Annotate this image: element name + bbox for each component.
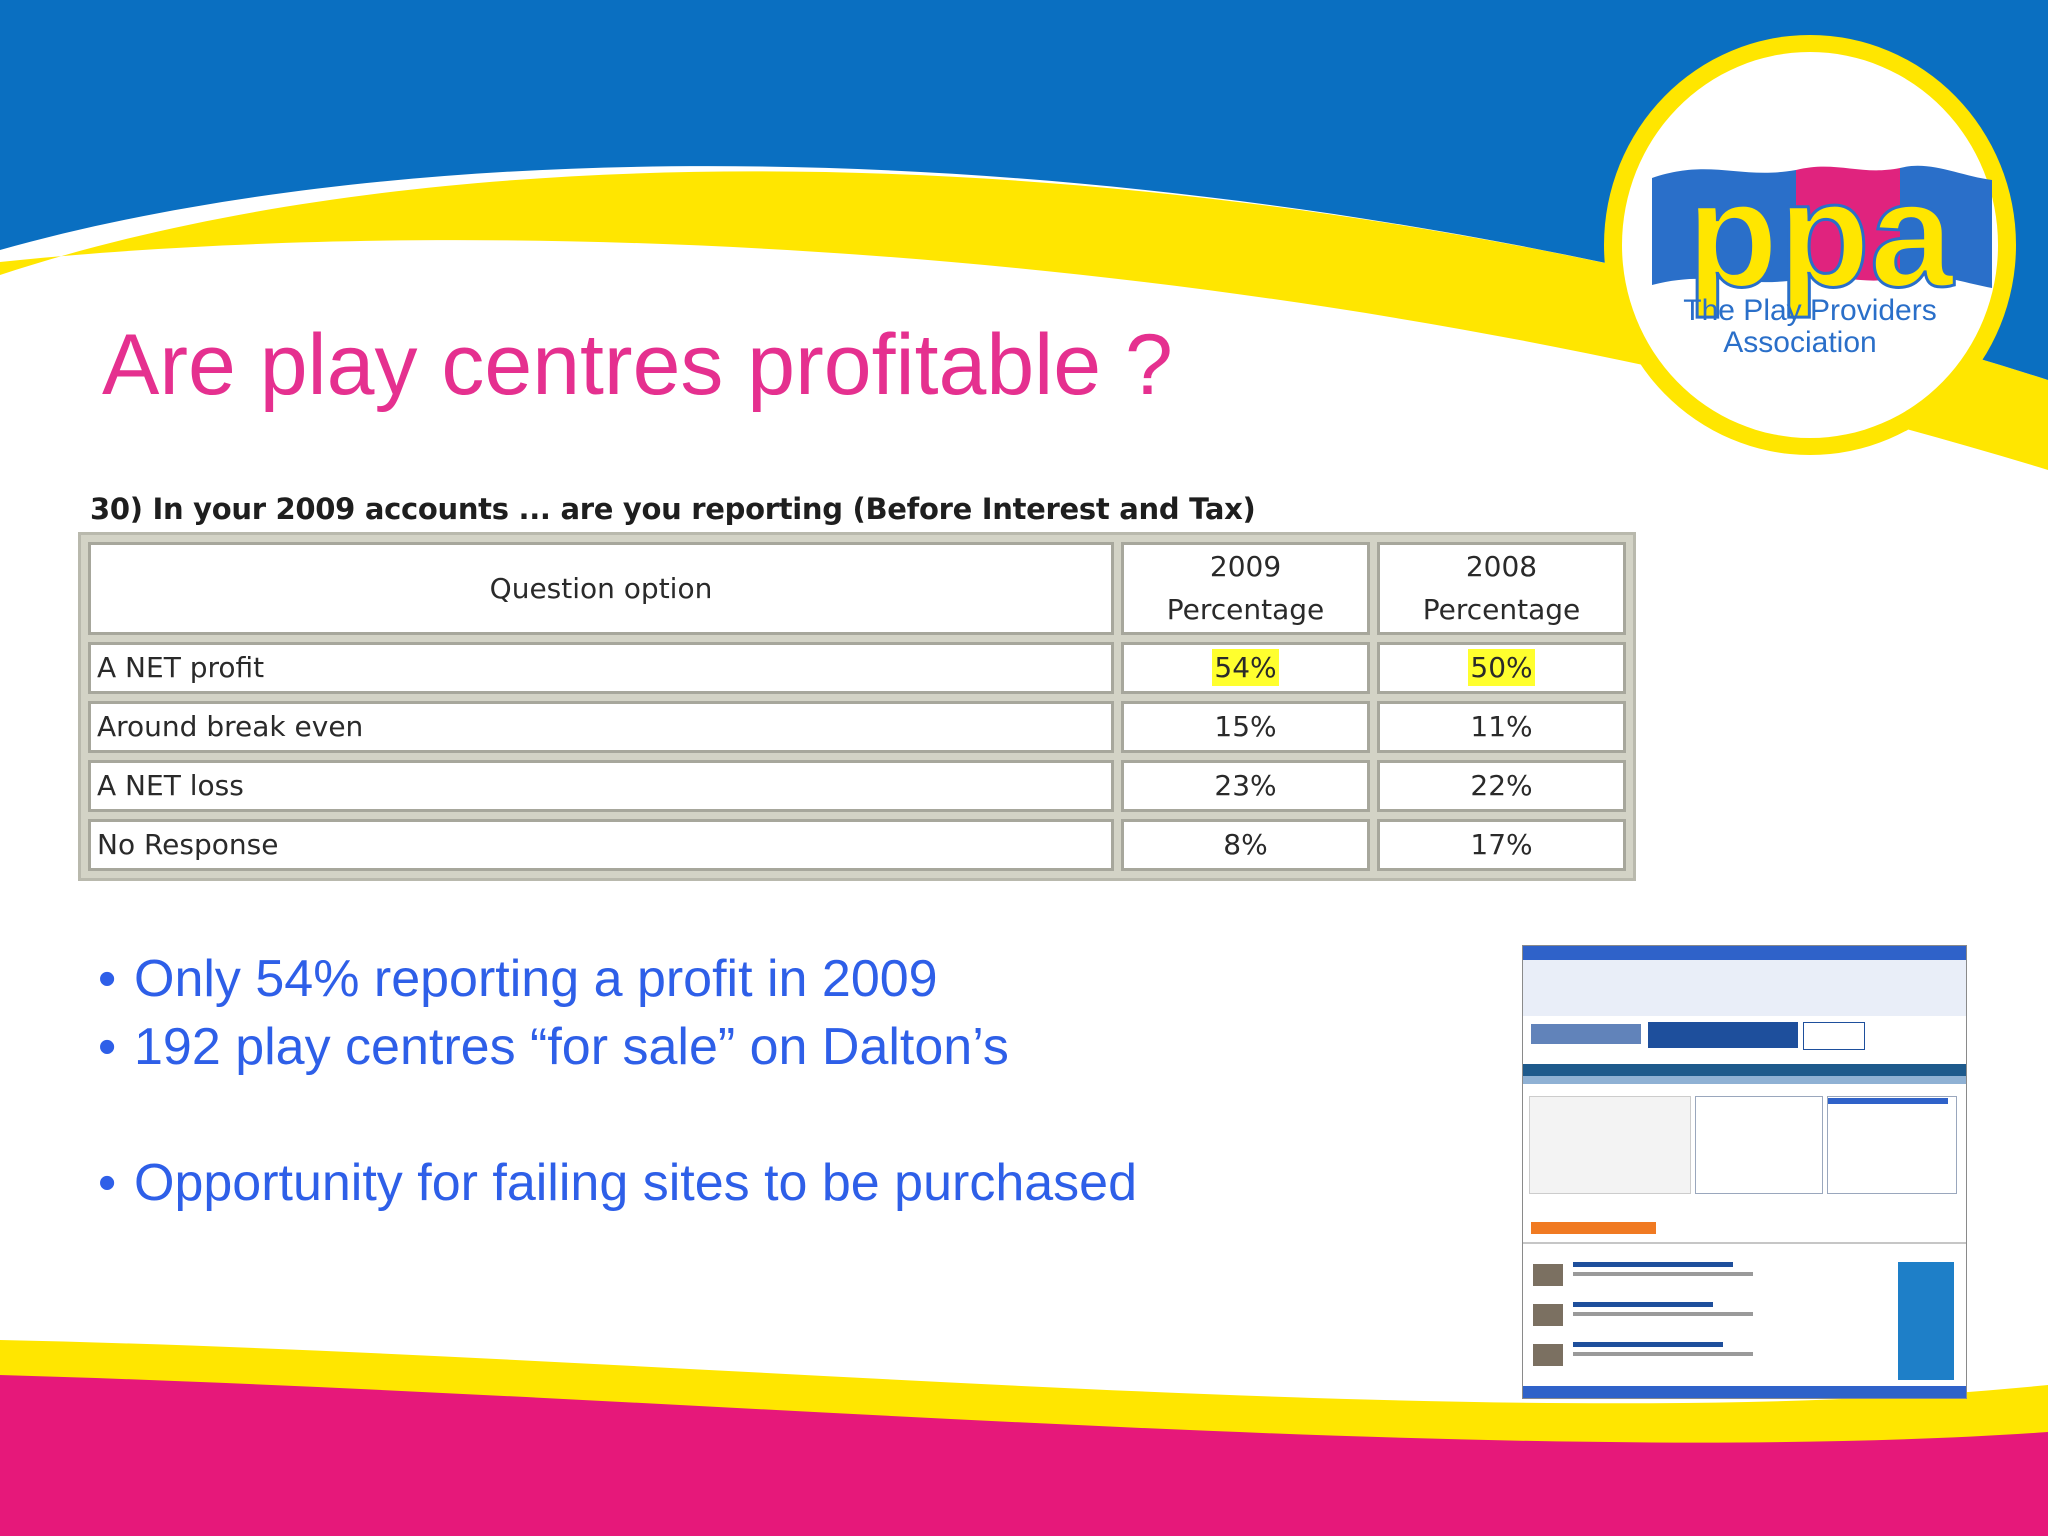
row-2009-cell: 54% bbox=[1121, 641, 1370, 694]
header-2009: 2009 Percentage bbox=[1121, 542, 1370, 635]
bullet-item: Only 54% reporting a profit in 2009 bbox=[98, 945, 1137, 1013]
header-2008-unit: Percentage bbox=[1422, 593, 1581, 627]
bullet-list: Only 54% reporting a profit in 2009 192 … bbox=[98, 945, 1137, 1217]
row-2009-value: 23% bbox=[1121, 759, 1370, 812]
row-2009-value: 8% bbox=[1121, 818, 1370, 871]
row-2008-value: 17% bbox=[1377, 818, 1626, 871]
header-2009-year: 2009 bbox=[1209, 550, 1282, 583]
row-option: No Response bbox=[88, 818, 1115, 871]
header-question-option: Question option bbox=[88, 542, 1115, 635]
table-row: A NET loss 23% 22% bbox=[88, 759, 1626, 812]
header-2008: 2008 Percentage bbox=[1377, 542, 1626, 635]
row-option: A NET loss bbox=[88, 759, 1115, 812]
bullet-item: 192 play centres “for sale” on Dalton’s bbox=[98, 1013, 1137, 1081]
row-2008-cell: 50% bbox=[1377, 641, 1626, 694]
row-option: Around break even bbox=[88, 700, 1115, 753]
logo-caption-line2: Association bbox=[1723, 326, 1876, 359]
table-row: No Response 8% 17% bbox=[88, 818, 1626, 871]
ppa-logo: ppa The Play Providers Association bbox=[1604, 35, 2016, 455]
row-2008-value: 22% bbox=[1377, 759, 1626, 812]
table-header-row: Question option 2009 Percentage 2008 Per… bbox=[88, 542, 1626, 635]
row-2009-value: 54% bbox=[1212, 649, 1279, 687]
header-2008-year: 2008 bbox=[1465, 550, 1538, 583]
row-2009-value: 15% bbox=[1121, 700, 1370, 753]
row-2008-value: 11% bbox=[1377, 700, 1626, 753]
slide-title: Are play centres profitable ? bbox=[102, 317, 1173, 413]
logo-letters: ppa bbox=[1687, 150, 1955, 318]
survey-table: Question option 2009 Percentage 2008 Per… bbox=[78, 532, 1636, 881]
header-2009-unit: Percentage bbox=[1166, 593, 1325, 627]
logo-caption-line1: The Play Providers bbox=[1683, 294, 1936, 327]
row-2008-value: 50% bbox=[1468, 649, 1535, 687]
daltons-website-screenshot bbox=[1522, 945, 1967, 1399]
survey-question: 30) In your 2009 accounts ... are you re… bbox=[90, 492, 1256, 526]
table-row: A NET profit 54% 50% bbox=[88, 641, 1626, 694]
row-option: A NET profit bbox=[88, 641, 1115, 694]
table-row: Around break even 15% 11% bbox=[88, 700, 1626, 753]
bullet-item: Opportunity for failing sites to be purc… bbox=[98, 1149, 1137, 1217]
